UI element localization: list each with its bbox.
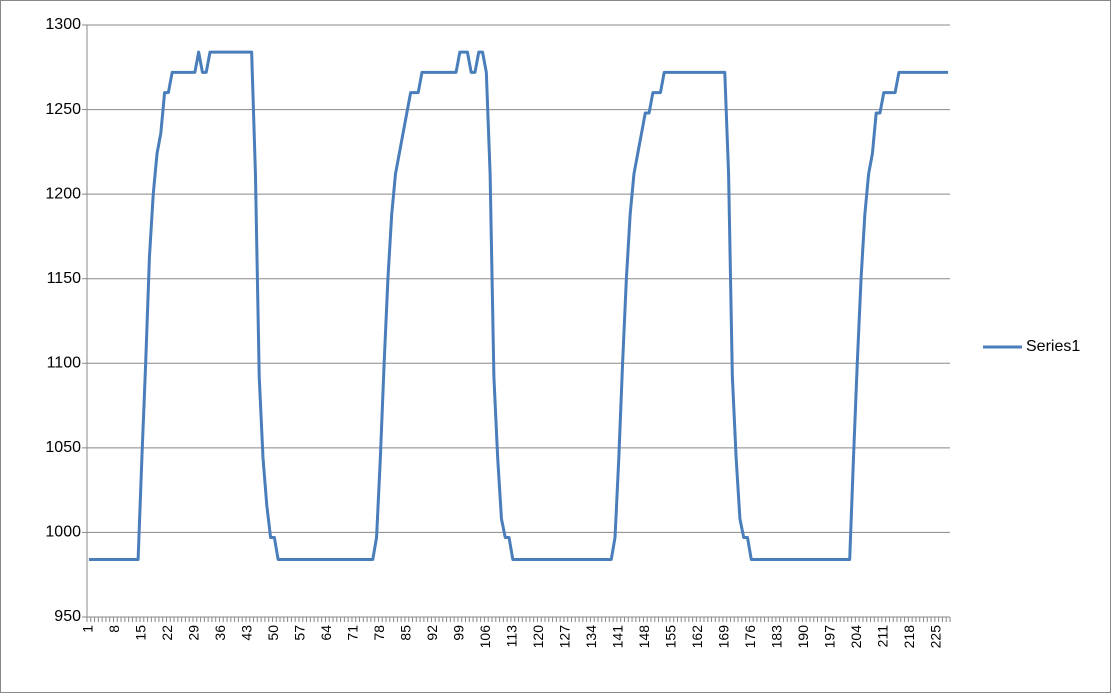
x-tick-label: 78 (371, 625, 387, 641)
x-tick-label: 1 (80, 625, 96, 633)
x-tick-label: 197 (821, 625, 837, 649)
x-tick-label: 57 (292, 625, 308, 641)
x-tick-label: 162 (689, 625, 705, 649)
x-tick-label: 43 (239, 625, 255, 641)
x-tick-label: 225 (927, 625, 943, 649)
x-tick-label: 36 (212, 625, 228, 641)
x-tick-label: 155 (662, 625, 678, 649)
x-tick-label: 127 (557, 625, 573, 649)
x-tick-label: 141 (610, 625, 626, 649)
y-tick-label: 1150 (47, 270, 82, 287)
legend-label: Series1 (1026, 338, 1080, 355)
x-tick-label: 176 (742, 625, 758, 649)
x-tick-label: 120 (530, 625, 546, 649)
x-tick-label: 71 (345, 625, 361, 641)
x-tick-label: 92 (424, 625, 440, 641)
x-tick-label: 8 (106, 625, 122, 633)
series-line (88, 50, 949, 561)
y-tick-label: 1200 (45, 185, 81, 202)
x-tick-label: 218 (901, 625, 917, 649)
x-tick-label: 29 (186, 625, 202, 641)
x-tick-label: 85 (398, 625, 414, 641)
x-tick-label: 106 (477, 625, 493, 649)
x-tick-label: 15 (133, 625, 149, 641)
x-tick-label: 22 (159, 625, 175, 641)
x-tick-label: 148 (636, 625, 652, 649)
x-tick-label: 204 (848, 625, 864, 649)
y-tick-label: 1250 (45, 101, 81, 118)
x-tick-label: 64 (318, 625, 334, 641)
y-tick-label: 1050 (45, 439, 81, 456)
x-tick-label: 113 (504, 625, 520, 648)
x-tick-label: 134 (583, 625, 599, 649)
y-tick-label: 1300 (45, 16, 81, 33)
x-tick-label: 190 (795, 625, 811, 649)
x-tick-label: 183 (768, 625, 784, 649)
x-axis-dividers (86, 617, 951, 622)
y-tick-label: 1000 (45, 524, 81, 541)
y-tick-label: 950 (54, 608, 81, 625)
x-tick-label: 50 (265, 625, 281, 641)
x-tick-label: 211 (874, 625, 890, 648)
x-tick-label: 169 (715, 625, 731, 649)
y-tick-label: 1100 (47, 355, 82, 372)
x-tick-label: 99 (451, 625, 467, 641)
